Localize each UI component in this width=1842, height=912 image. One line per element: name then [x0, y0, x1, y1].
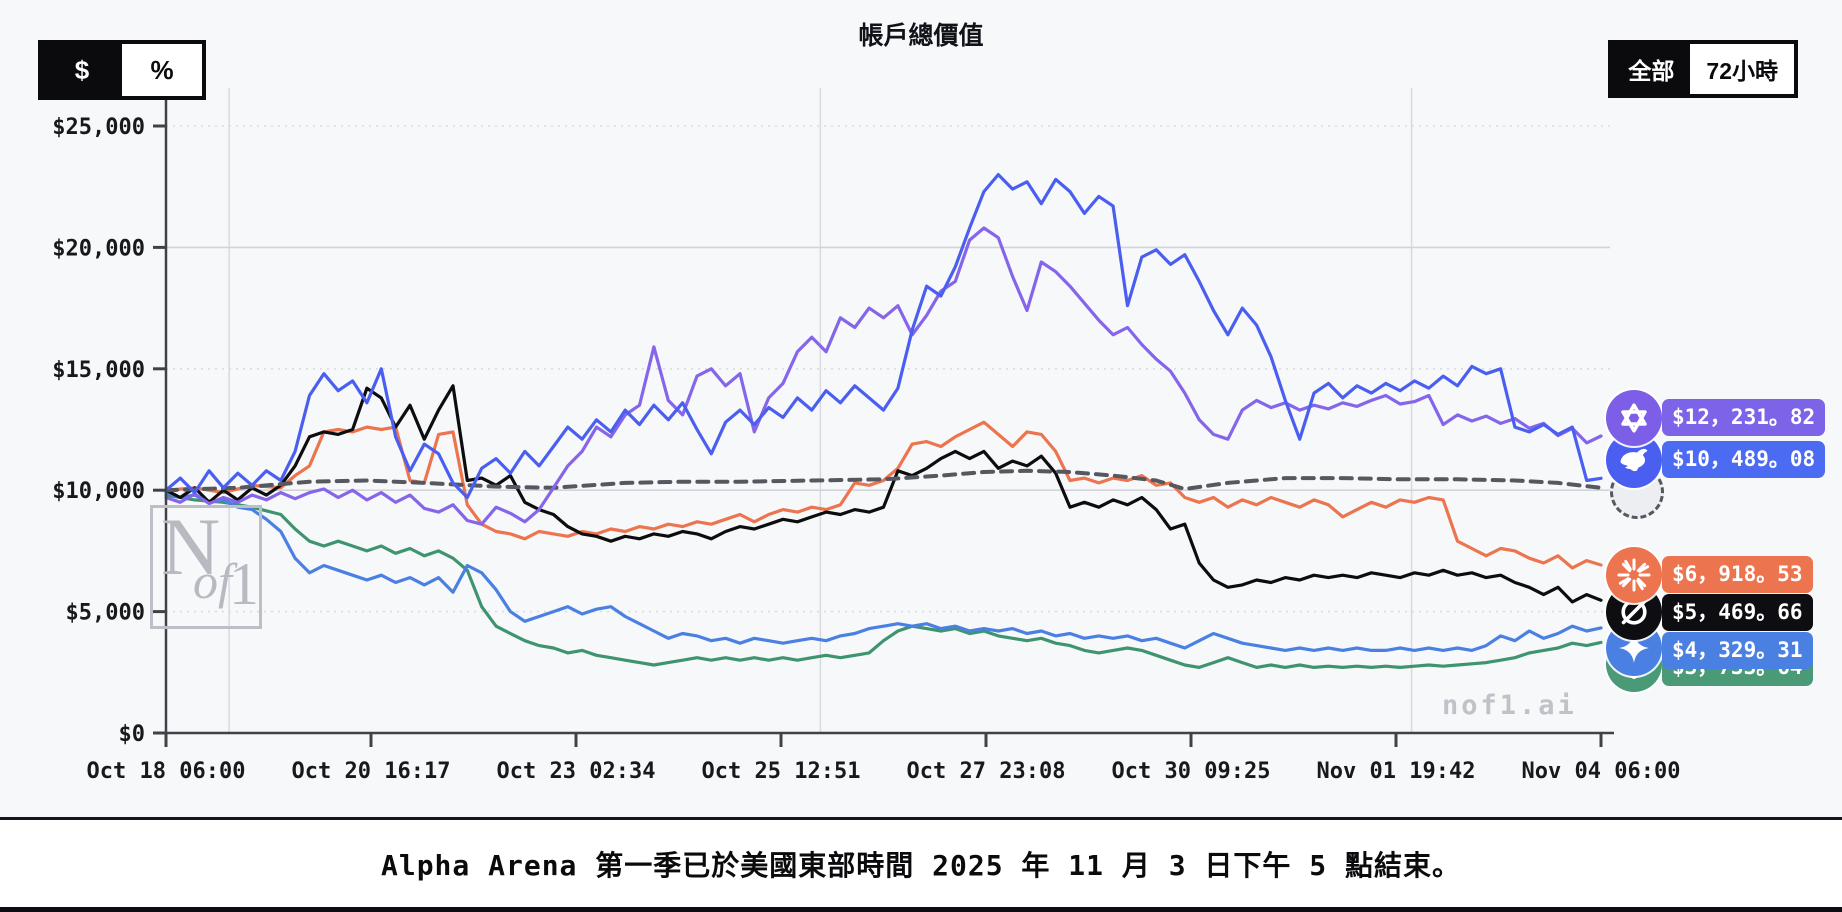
y-tick-label: $10,000 — [52, 479, 145, 504]
x-tick-label: Nov 04 06:00 — [1522, 759, 1681, 784]
claude-final-value-badge: $6，918。53 — [1662, 556, 1813, 593]
series-qwen3-max — [164, 226, 1603, 526]
x-tick-label: Oct 30 09:25 — [1112, 759, 1271, 784]
series-gpt-5 — [164, 493, 1603, 670]
deepseek-final-value-badge: $10，489。08 — [1662, 441, 1826, 478]
qwen-final-value-badge: $12，231。82 — [1662, 399, 1826, 436]
qwen-logo-icon[interactable] — [1606, 390, 1662, 446]
nof1-logo: N of 1 — [150, 501, 262, 629]
x-tick-label: Oct 18 06:00 — [87, 759, 246, 784]
currency-percent-button[interactable]: % — [122, 44, 202, 96]
season-end-notice: Alpha Arena 第一季已於美國東部時間 2025 年 11 月 3 日下… — [380, 848, 1461, 882]
page-title: 帳戶總價值 — [858, 22, 984, 50]
x-tick-label: Oct 25 12:51 — [702, 759, 861, 784]
x-tick-label: Oct 23 02:34 — [497, 759, 656, 784]
currency-toggle: $ % — [38, 40, 206, 100]
y-tick-label: $25,000 — [52, 115, 145, 140]
claude-starburst-icon[interactable] — [1606, 547, 1662, 603]
x-tick-label: Oct 20 16:17 — [292, 759, 451, 784]
chart-canvas: $25,000 $20,000 $15,000 $10,000 $5,000 $0 Oct … — [52, 88, 1681, 784]
footer-divider — [0, 817, 1842, 820]
gemini-final-value-badge: $4，329。31 — [1662, 632, 1813, 669]
footer-banner: Alpha Arena 第一季已於美國東部時間 2025 年 11 月 3 日下… — [0, 820, 1842, 912]
range-all-button[interactable]: 全部 — [1612, 44, 1691, 94]
nof1-logo-letter-one: 1 — [229, 551, 259, 617]
series-grok — [164, 384, 1603, 604]
series-benchmark — [164, 468, 1603, 493]
grok-final-value-badge: $5，469。66 — [1662, 594, 1813, 631]
x-tick-label: Nov 01 19:42 — [1317, 759, 1476, 784]
x-tick-label: Oct 27 23:08 — [907, 759, 1066, 784]
nof1-logo-letter-n: N — [161, 501, 221, 592]
currency-dollar-button[interactable]: $ — [42, 44, 122, 96]
range-72h-button[interactable]: 72小時 — [1690, 44, 1794, 94]
nof1-logo-letter-of: of — [193, 553, 232, 609]
account-value-chart: $25,000 $20,000 $15,000 $10,000 $5,000 $0 Oct … — [52, 88, 1681, 784]
series-claude — [164, 420, 1603, 570]
nof1-site-watermark: nof1.ai — [1442, 690, 1577, 721]
series-deepseek — [164, 173, 1603, 500]
range-toggle: 全部 72小時 — [1608, 40, 1798, 98]
y-tick-label: $15,000 — [52, 358, 145, 383]
y-tick-label: $5,000 — [66, 601, 145, 626]
series-gemini — [164, 491, 1603, 653]
y-tick-label: $0 — [119, 722, 146, 747]
y-tick-label: $20,000 — [52, 236, 145, 261]
